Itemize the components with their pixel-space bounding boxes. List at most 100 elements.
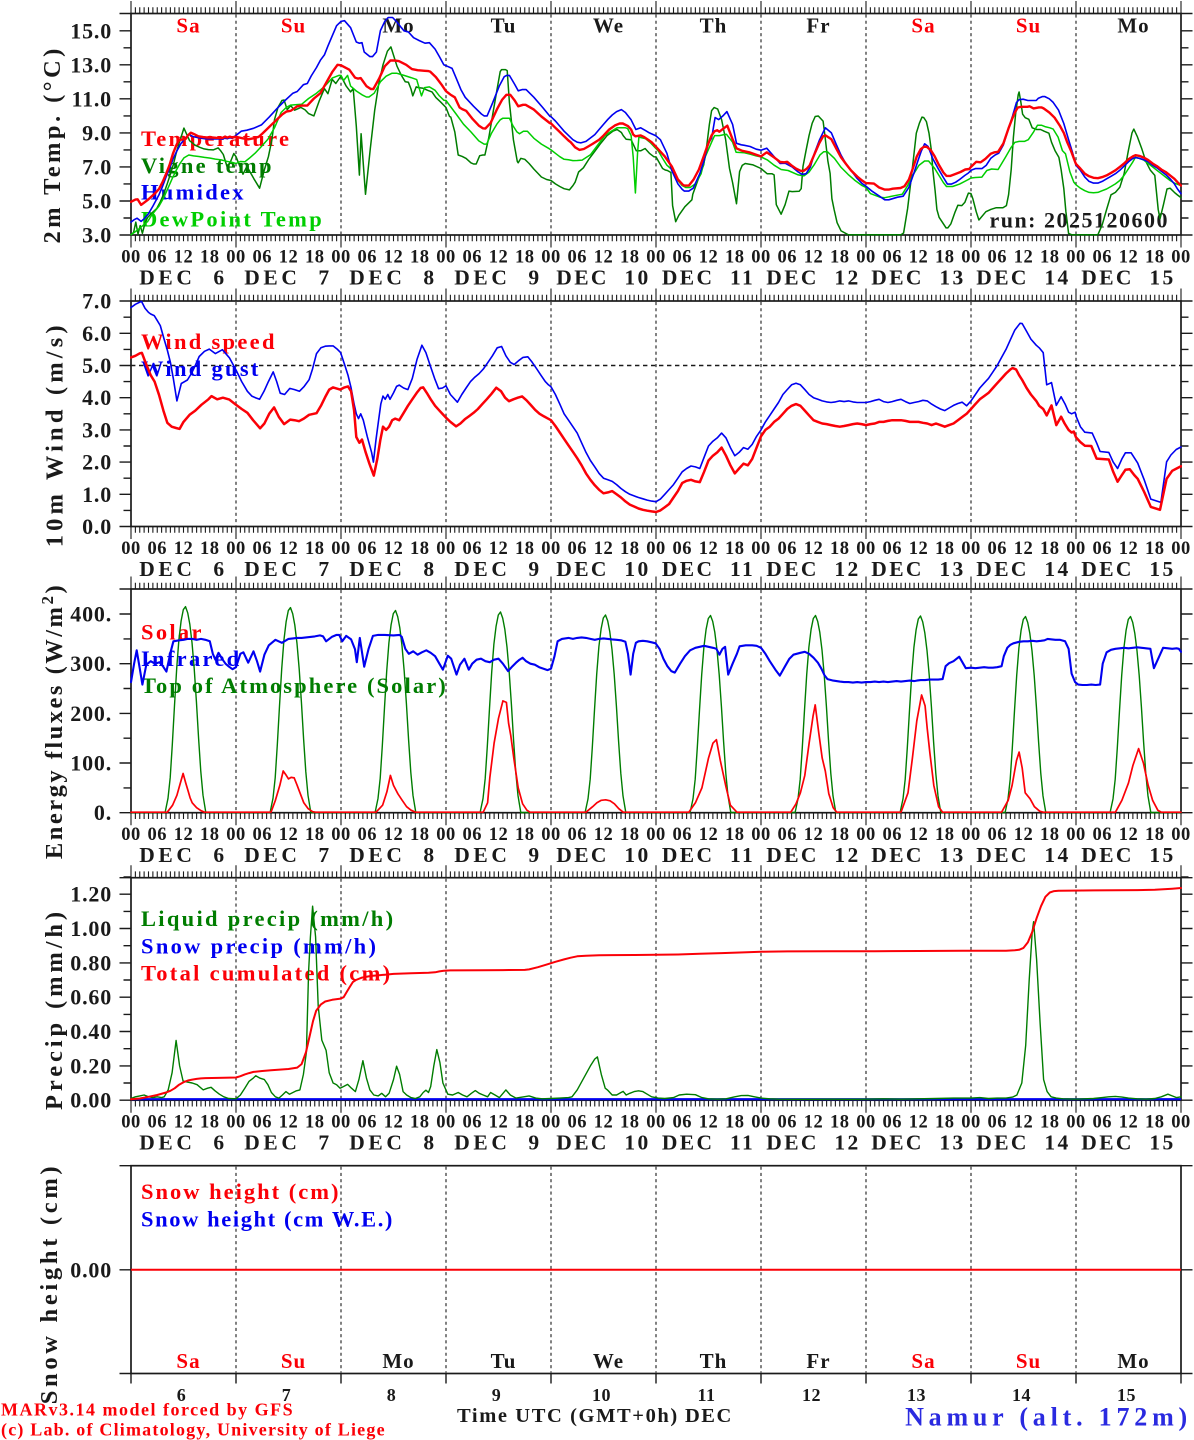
svg-text:00: 00 [751, 825, 771, 845]
svg-text:DEC 10: DEC 10 [556, 557, 650, 581]
svg-text:DEC 9: DEC 9 [454, 557, 543, 581]
svg-text:12: 12 [909, 1113, 929, 1133]
svg-text:3.0: 3.0 [82, 417, 112, 442]
svg-text:18: 18 [620, 539, 640, 559]
svg-text:5.0: 5.0 [82, 188, 112, 213]
svg-text:DEC 8: DEC 8 [349, 843, 438, 867]
svg-text:06: 06 [988, 825, 1008, 845]
svg-text:12: 12 [594, 825, 614, 845]
svg-text:18: 18 [515, 1113, 535, 1133]
svg-text:Sa: Sa [176, 14, 200, 38]
svg-text:11: 11 [697, 1385, 715, 1405]
svg-text:06: 06 [778, 1113, 798, 1133]
svg-text:00: 00 [541, 248, 561, 268]
svg-text:13: 13 [907, 1385, 926, 1405]
svg-text:DEC 15: DEC 15 [1081, 1131, 1175, 1155]
svg-text:Su: Su [1016, 14, 1041, 38]
svg-text:DEC 9: DEC 9 [454, 1131, 543, 1155]
svg-text:DEC 14: DEC 14 [976, 266, 1070, 290]
svg-text:DEC 8: DEC 8 [349, 266, 438, 290]
svg-text:(c) Lab. of Climatology, Unive: (c) Lab. of Climatology, University of L… [1, 1420, 386, 1440]
svg-text:00: 00 [541, 539, 561, 559]
svg-text:12: 12 [804, 248, 824, 268]
svg-text:DewPoint Temp: DewPoint Temp [141, 206, 324, 231]
svg-text:We: We [593, 1349, 624, 1373]
svg-text:00: 00 [541, 1113, 561, 1133]
svg-text:00: 00 [856, 539, 876, 559]
svg-text:DEC 6: DEC 6 [139, 266, 228, 290]
svg-text:12: 12 [1014, 248, 1034, 268]
svg-text:06: 06 [463, 1113, 483, 1133]
svg-text:DEC 11: DEC 11 [662, 843, 755, 867]
svg-text:0.20: 0.20 [70, 1053, 112, 1078]
svg-text:Time UTC (GMT+0h): Time UTC (GMT+0h) [457, 1405, 679, 1427]
svg-text:00: 00 [121, 539, 141, 559]
svg-text:00: 00 [226, 1113, 246, 1133]
svg-text:12: 12 [804, 1113, 824, 1133]
svg-text:06: 06 [883, 825, 903, 845]
svg-text:06: 06 [883, 1113, 903, 1133]
svg-text:06: 06 [1093, 825, 1113, 845]
svg-text:15.0: 15.0 [70, 18, 112, 43]
svg-text:12: 12 [804, 539, 824, 559]
svg-text:00: 00 [226, 825, 246, 845]
svg-text:Namur (alt. 172m): Namur (alt. 172m) [905, 1403, 1192, 1432]
svg-text:Liquid precip (mm/h): Liquid precip (mm/h) [141, 906, 395, 931]
svg-text:12: 12 [699, 1113, 719, 1133]
svg-text:00: 00 [751, 248, 771, 268]
svg-text:12: 12 [594, 539, 614, 559]
svg-text:DEC 9: DEC 9 [454, 266, 543, 290]
svg-text:18: 18 [515, 825, 535, 845]
svg-text:Snow height (cm): Snow height (cm) [36, 1163, 63, 1405]
svg-text:Snow precip (mm/h): Snow precip (mm/h) [141, 933, 378, 958]
svg-text:15: 15 [1117, 1385, 1136, 1405]
svg-text:DEC 15: DEC 15 [1081, 266, 1175, 290]
svg-text:18: 18 [305, 825, 325, 845]
svg-text:06: 06 [568, 539, 588, 559]
svg-text:12: 12 [174, 539, 194, 559]
svg-text:DEC 14: DEC 14 [976, 1131, 1070, 1155]
svg-text:DEC 13: DEC 13 [871, 266, 965, 290]
svg-text:300.: 300. [70, 651, 112, 676]
svg-text:00: 00 [436, 825, 456, 845]
svg-text:run: 2025120600: run: 2025120600 [989, 208, 1169, 233]
svg-text:18: 18 [725, 248, 745, 268]
svg-text:06: 06 [463, 248, 483, 268]
svg-text:400.: 400. [70, 602, 112, 627]
svg-text:00: 00 [436, 539, 456, 559]
svg-text:18: 18 [1040, 825, 1060, 845]
svg-text:12: 12 [1014, 539, 1034, 559]
svg-text:DEC 11: DEC 11 [662, 557, 755, 581]
svg-text:12: 12 [804, 825, 824, 845]
svg-text:18: 18 [305, 539, 325, 559]
svg-text:DEC 12: DEC 12 [766, 1131, 860, 1155]
svg-text:DEC 9: DEC 9 [454, 843, 543, 867]
svg-text:00: 00 [121, 248, 141, 268]
svg-text:Precip (mm/h): Precip (mm/h) [41, 908, 68, 1110]
svg-text:12: 12 [384, 1113, 404, 1133]
svg-text:00: 00 [1171, 539, 1191, 559]
svg-text:12: 12 [279, 248, 299, 268]
svg-text:06: 06 [1093, 248, 1113, 268]
svg-text:9.0: 9.0 [82, 120, 112, 145]
svg-text:06: 06 [988, 1113, 1008, 1133]
svg-text:18: 18 [935, 539, 955, 559]
svg-text:00: 00 [436, 1113, 456, 1133]
svg-text:00: 00 [751, 539, 771, 559]
svg-text:12: 12 [1119, 539, 1139, 559]
svg-text:06: 06 [358, 1113, 378, 1133]
svg-text:14: 14 [1012, 1385, 1031, 1405]
svg-text:00: 00 [646, 825, 666, 845]
svg-text:00: 00 [121, 825, 141, 845]
svg-text:18: 18 [410, 1113, 430, 1133]
svg-text:DEC 8: DEC 8 [349, 1131, 438, 1155]
svg-text:0.40: 0.40 [70, 1019, 112, 1044]
svg-text:Tu: Tu [491, 14, 517, 38]
svg-text:06: 06 [358, 825, 378, 845]
svg-text:00: 00 [1171, 825, 1191, 845]
svg-text:06: 06 [253, 825, 273, 845]
svg-text:Mo: Mo [1117, 1349, 1149, 1373]
svg-text:12: 12 [174, 248, 194, 268]
svg-text:Total cumulated (cm): Total cumulated (cm) [141, 961, 392, 986]
svg-text:06: 06 [673, 248, 693, 268]
